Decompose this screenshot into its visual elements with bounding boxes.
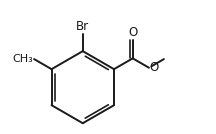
Text: O: O xyxy=(150,61,159,74)
Text: CH₃: CH₃ xyxy=(12,54,33,64)
Text: O: O xyxy=(129,26,138,39)
Text: Br: Br xyxy=(76,20,89,33)
